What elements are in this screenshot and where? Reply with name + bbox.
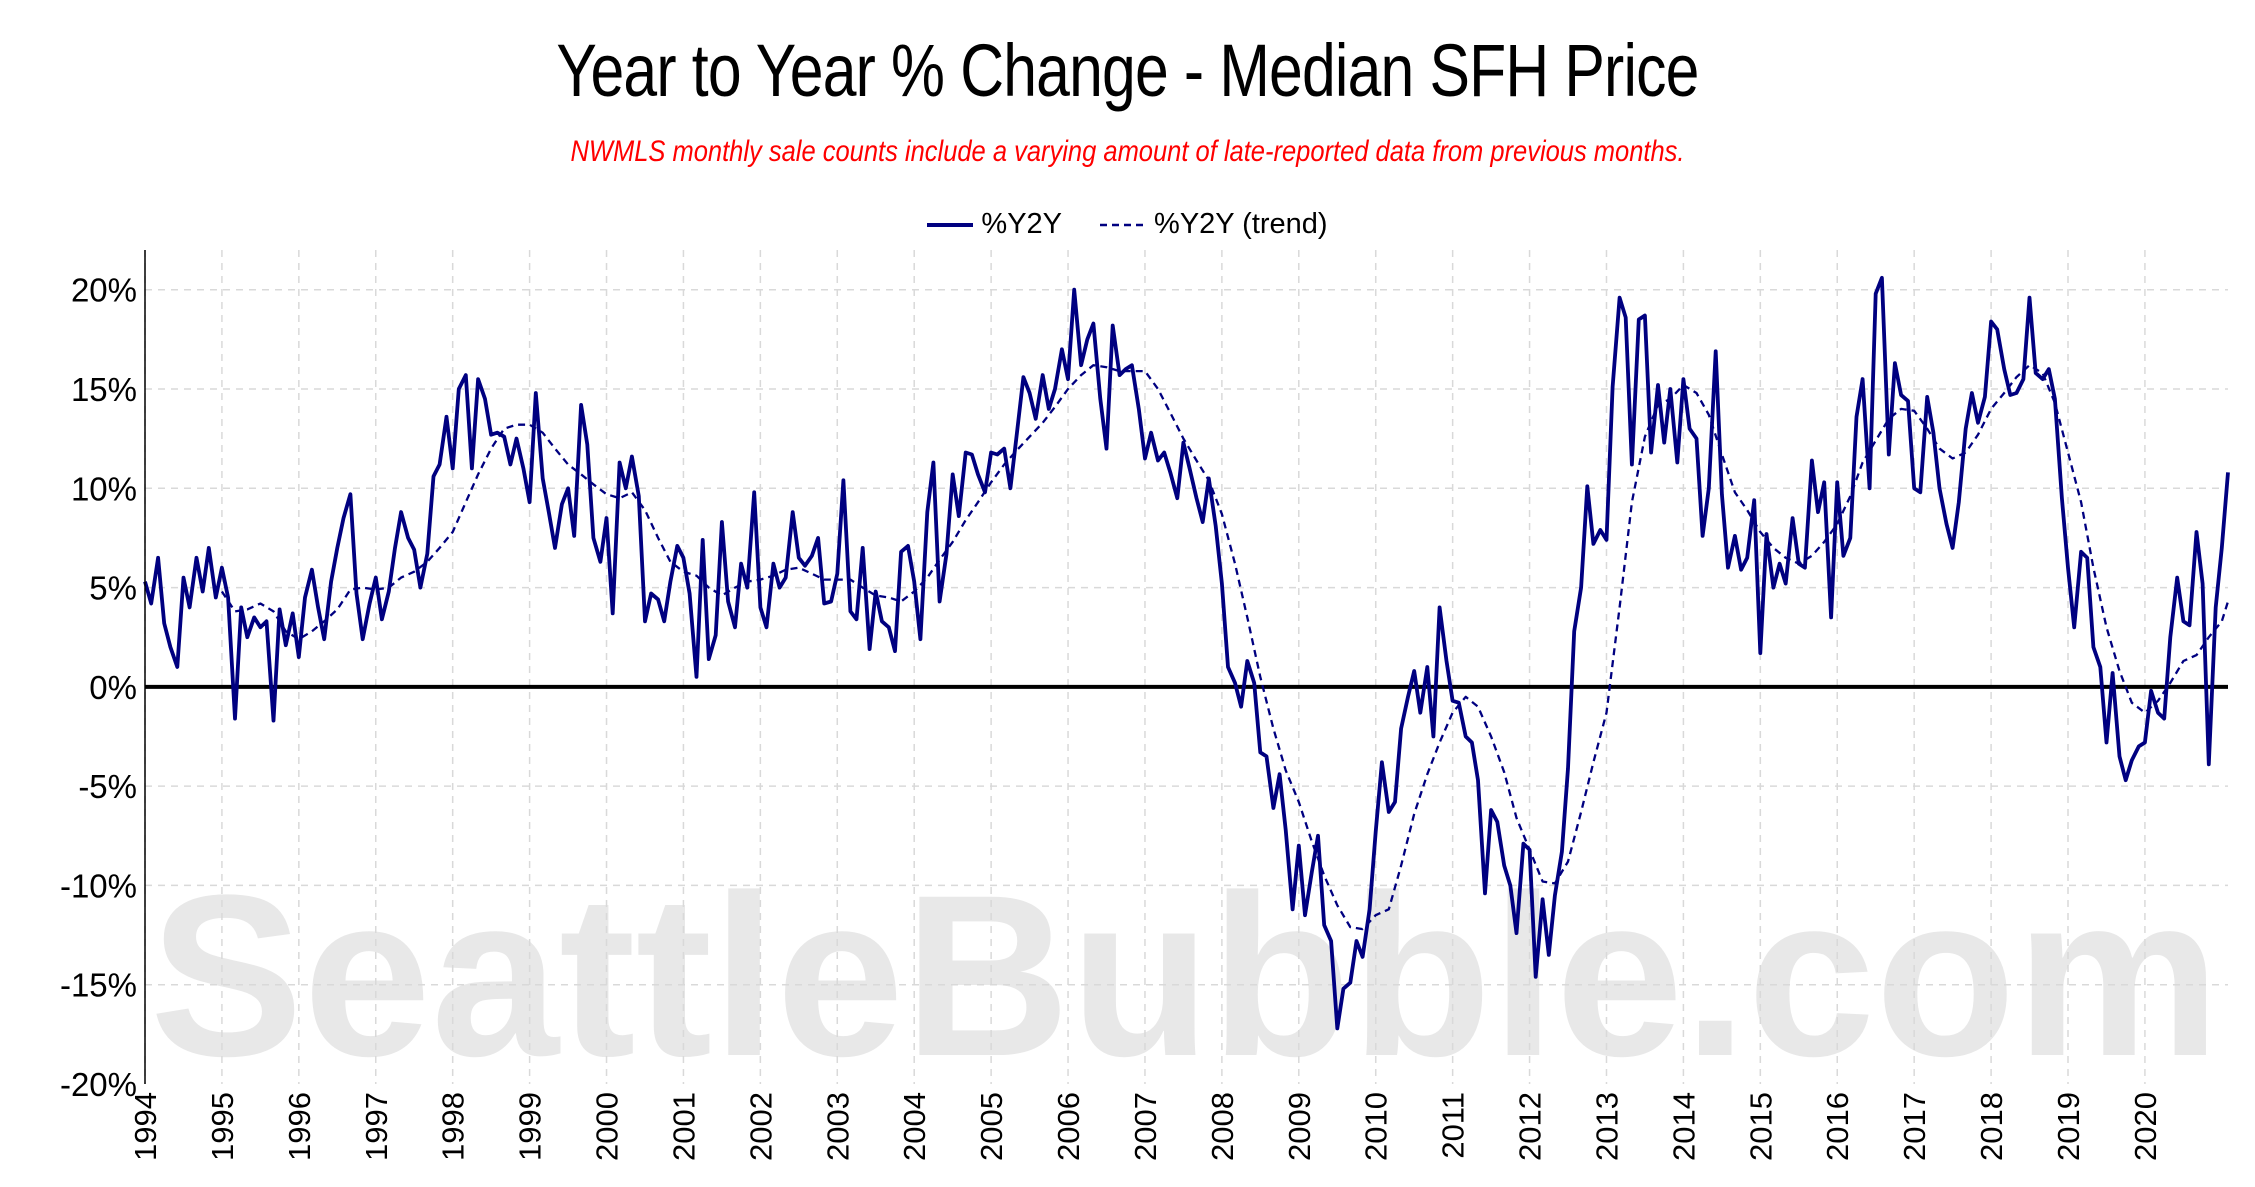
- legend-item-y2y: %Y2Y: [927, 208, 1062, 241]
- x-tick-label: 2002: [743, 1092, 778, 1161]
- x-tick-label: 2007: [1128, 1092, 1163, 1161]
- x-tick-label: 1999: [513, 1092, 548, 1161]
- x-tick-label: 2005: [974, 1092, 1009, 1161]
- series-line-y2y: [143, 275, 2230, 1031]
- x-tick-label: 1996: [282, 1092, 317, 1161]
- y-tick-label: -5%: [78, 768, 137, 805]
- x-tick-label: 2014: [1666, 1092, 1701, 1161]
- x-tick-label: 2004: [897, 1092, 932, 1161]
- x-tick-label: 2011: [1436, 1092, 1471, 1159]
- y-tick-label: 10%: [71, 470, 137, 507]
- y-tick-label: 20%: [71, 272, 137, 309]
- x-tick-label: 2000: [590, 1092, 625, 1161]
- series: [143, 275, 2230, 1031]
- chart-legend: %Y2Y %Y2Y (trend): [0, 208, 2255, 241]
- x-tick-label: 2013: [1589, 1092, 1624, 1161]
- series-line-trend: [220, 364, 2230, 931]
- x-tick-label: 2017: [1897, 1092, 1932, 1161]
- y-tick-label: 0%: [89, 669, 137, 706]
- x-axis-ticks: 1994 1995 1996 1997 1998 1999 2000 2001 2002 2003…: [128, 1092, 2163, 1161]
- watermark: SeattleBubble.com: [150, 847, 2220, 1104]
- x-tick-label: 2010: [1359, 1092, 1394, 1161]
- legend-label-y2y: %Y2Y: [981, 208, 1063, 240]
- x-tick-label: 2003: [820, 1092, 855, 1161]
- chart-subtitle: NWMLS monthly sale counts include a vary…: [570, 135, 1685, 168]
- legend-label-trend: %Y2Y (trend): [1154, 208, 1328, 240]
- y-tick-label: 15%: [71, 371, 137, 408]
- x-tick-label: 2020: [2128, 1092, 2163, 1161]
- x-tick-label: 2008: [1205, 1092, 1240, 1161]
- x-tick-label: 2009: [1282, 1092, 1317, 1161]
- x-tick-label: 2016: [1820, 1092, 1855, 1161]
- y-tick-label: -15%: [60, 967, 137, 1004]
- x-tick-label: 2015: [1743, 1092, 1778, 1161]
- x-tick-label: 2006: [1051, 1092, 1086, 1161]
- y-tick-label: -10%: [60, 867, 137, 904]
- x-tick-label: 2019: [2051, 1092, 2086, 1161]
- x-tick-label: 1997: [359, 1092, 394, 1161]
- legend-swatch-solid: [927, 222, 974, 227]
- legend-swatch-dashed: [1100, 223, 1147, 226]
- x-tick-label: 2001: [666, 1092, 701, 1161]
- x-tick-label: 2018: [1974, 1092, 2009, 1161]
- x-tick-label: 1994: [128, 1092, 163, 1161]
- y-tick-label: 5%: [89, 570, 137, 607]
- chart-title: Year to Year % Change - Median SFH Price: [556, 29, 1699, 112]
- y-axis-ticks: 20% 15% 10% 5% 0% -5% -10% -15% -20%: [60, 272, 137, 1103]
- legend-item-trend: %Y2Y (trend): [1100, 208, 1328, 241]
- x-tick-label: 2012: [1513, 1092, 1548, 1161]
- y-tick-label: -20%: [60, 1066, 137, 1103]
- x-tick-label: 1995: [205, 1092, 240, 1161]
- x-tick-label: 1998: [436, 1092, 471, 1161]
